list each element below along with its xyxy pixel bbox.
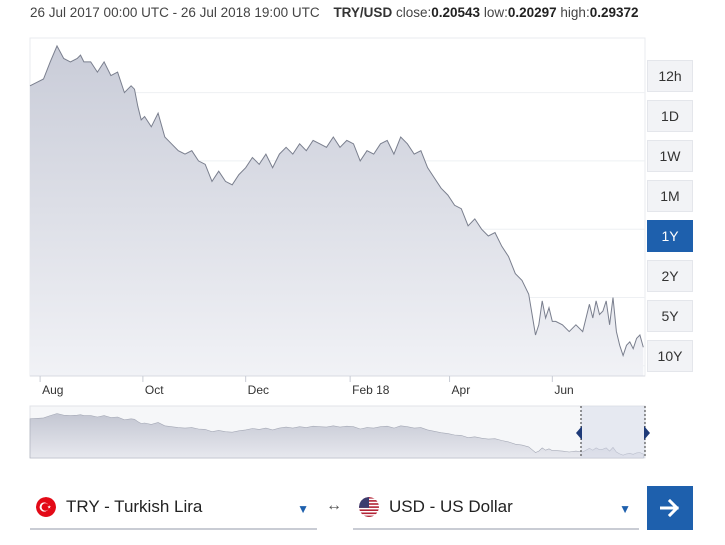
us-flag-icon xyxy=(359,497,379,517)
navigator-series xyxy=(29,413,644,459)
x-tick-label: Oct xyxy=(145,383,164,397)
range-button-1w[interactable]: 1W xyxy=(647,140,693,172)
range-button-1m[interactable]: 1M xyxy=(647,180,693,212)
high-label: high: xyxy=(560,5,590,20)
arrow-right-icon xyxy=(660,499,680,517)
chevron-down-icon: ▼ xyxy=(619,502,631,516)
turkey-flag-icon xyxy=(36,497,56,517)
low-label: low: xyxy=(483,5,508,20)
rate-area xyxy=(30,45,644,377)
range-button-1d[interactable]: 1D xyxy=(647,100,693,132)
chevron-down-icon: ▼ xyxy=(297,502,309,516)
low-value: 0.20297 xyxy=(507,5,557,20)
rate-line xyxy=(29,44,644,358)
chart-canvas[interactable]: xe 0.2000.2200.2400.2600.280 AugOctDecFe… xyxy=(0,0,725,470)
currency-pair: TRY/USD xyxy=(333,5,393,20)
x-tick-label: Apr xyxy=(452,383,471,397)
close-value: 0.20543 xyxy=(431,5,481,20)
convert-go-button[interactable] xyxy=(647,486,693,530)
navigator-left-handle[interactable] xyxy=(576,426,582,440)
from-currency-label: TRY - Turkish Lira xyxy=(66,497,203,516)
x-tick-label: Aug xyxy=(42,383,63,397)
range-button-2y[interactable]: 2Y xyxy=(647,260,693,292)
navigator[interactable] xyxy=(29,405,650,459)
x-tick-label: Feb 18 xyxy=(352,383,390,397)
swap-currencies-icon[interactable]: ↔ xyxy=(326,497,342,514)
to-currency-label: USD - US Dollar xyxy=(389,497,513,516)
rate-chart[interactable]: xe 0.2000.2200.2400.2600.280 AugOctDecFe… xyxy=(0,0,725,470)
range-button-5y[interactable]: 5Y xyxy=(647,300,693,332)
high-value: 0.29372 xyxy=(589,5,639,20)
from-currency-select[interactable]: TRY - Turkish Lira ▼ xyxy=(30,486,317,530)
to-currency-select[interactable]: USD - US Dollar ▼ xyxy=(353,486,639,530)
navigator-selection[interactable] xyxy=(581,406,645,458)
range-button-1y[interactable]: 1Y xyxy=(647,220,693,252)
x-tick-label: Jun xyxy=(554,383,573,397)
date-range-text: 26 Jul 2017 00:00 UTC - 26 Jul 2018 19:0… xyxy=(30,5,320,20)
navigator-right-handle[interactable] xyxy=(644,426,650,440)
chart-header: 26 Jul 2017 00:00 UTC - 26 Jul 2018 19:0… xyxy=(30,5,639,20)
range-button-10y[interactable]: 10Y xyxy=(647,340,693,372)
range-button-12h[interactable]: 12h xyxy=(647,60,693,92)
close-label: close: xyxy=(395,5,432,20)
x-tick-label: Dec xyxy=(248,383,269,397)
